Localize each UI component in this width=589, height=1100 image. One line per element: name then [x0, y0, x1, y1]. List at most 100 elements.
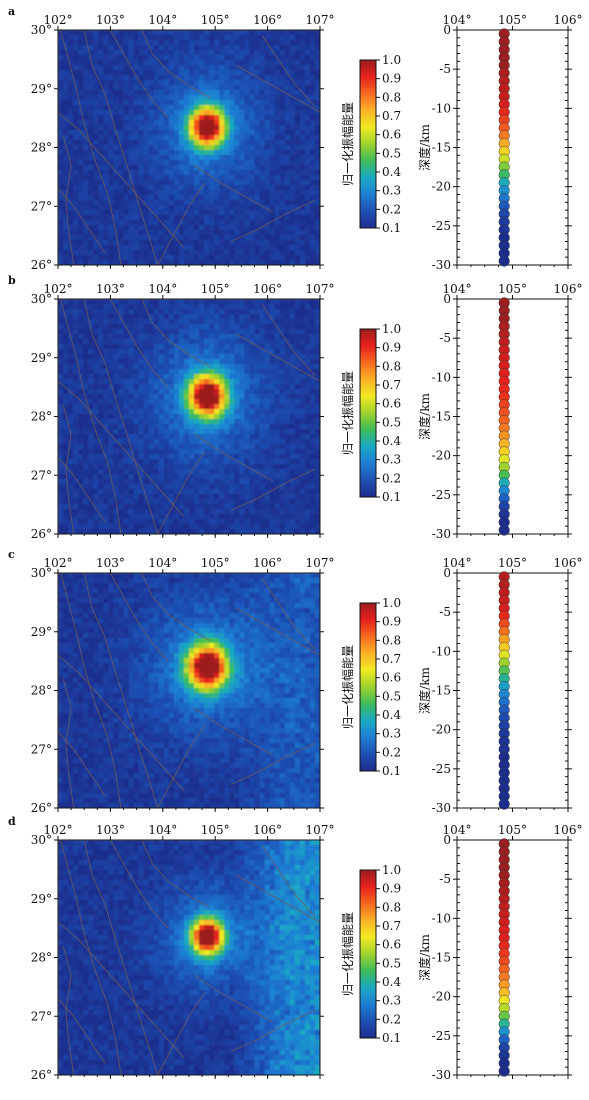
depth-x-tick-label: 104° — [443, 13, 472, 27]
depth-x-tick-label: 104° — [443, 282, 472, 296]
colorbar-tick-label: 0.1 — [382, 221, 401, 235]
depth-frame — [456, 29, 569, 266]
colorbar-tick-label: 0.9 — [382, 882, 401, 896]
colorbar-tick-label: 0.4 — [382, 975, 401, 989]
map-y-tick-label: 29° — [31, 82, 52, 96]
depth-y-tick-label: 0 — [443, 833, 451, 847]
colorbar-tick-label: 1.0 — [382, 596, 401, 610]
colorbar-label: 归一化振幅能量 — [340, 371, 355, 455]
depth-y-tick-label: -20 — [432, 180, 451, 194]
depth-x-tick-label: 105° — [498, 282, 527, 296]
depth-x-tick-label: 104° — [443, 556, 472, 570]
depth-frame — [456, 839, 569, 1076]
depth-y-tick-label: -5 — [439, 331, 451, 345]
fault-line — [157, 725, 206, 808]
depth-y-tick-label: -25 — [432, 488, 451, 502]
fault-line — [235, 607, 320, 656]
depth-axis-label: 深度/km — [417, 934, 432, 981]
colorbar: 1.0 0.9 0.8 0.7 0.6 0.5 0.4 0.3 0.2 0.1 归一化振幅能量 — [340, 863, 401, 1045]
colorbar: 1.0 0.9 0.8 0.7 0.6 0.5 0.4 0.3 0.2 0.1 归一化振幅能量 — [340, 322, 401, 504]
colorbar-tick-label: 0.3 — [382, 994, 401, 1008]
energy-map — [58, 30, 320, 265]
map-y-tick-label: 28° — [31, 684, 52, 698]
depth-y-tick-label: 0 — [443, 23, 451, 37]
colorbar-tick-label: 0.6 — [382, 128, 401, 142]
colorbar-tick-label: 0.7 — [382, 652, 401, 666]
fault-line — [157, 451, 206, 534]
colorbar-tick-label: 0.8 — [382, 90, 401, 104]
fault-line — [193, 433, 274, 482]
depth-x-tick-label: 104° — [443, 823, 472, 837]
colorbar-label: 归一化振幅能量 — [340, 645, 355, 729]
map-x-tick-label: 104° — [148, 13, 177, 27]
colorbar-tick-label: 0.4 — [382, 434, 401, 448]
depth-point — [498, 524, 510, 536]
map-y-tick-label: 30° — [31, 292, 52, 306]
depth-point — [498, 798, 510, 810]
depth-y-tick-label: -20 — [432, 723, 451, 737]
colorbar-tick-label: 0.1 — [382, 764, 401, 778]
fault-line — [83, 573, 159, 808]
energy-map — [58, 299, 320, 534]
depth-x-tick-label: 105° — [498, 823, 527, 837]
fault-line — [193, 164, 274, 213]
depth-y-tick-label: -15 — [432, 410, 451, 424]
map-y-tick-label: 26° — [31, 801, 52, 815]
map-x-tick-label: 102° — [44, 823, 73, 837]
fault-line — [262, 35, 316, 107]
depth-y-tick-label: 0 — [443, 566, 451, 580]
map-y-tick-label: 28° — [31, 410, 52, 424]
panel-label: d — [8, 815, 16, 828]
panel-label: c — [8, 548, 15, 561]
fault-line — [62, 404, 75, 534]
colorbar-tick-label: 0.8 — [382, 359, 401, 373]
map-y-tick-label: 30° — [31, 833, 52, 847]
depth-x-tick-label: 105° — [498, 556, 527, 570]
colorbar-tick-label: 0.5 — [382, 956, 401, 970]
panel-label: a — [8, 5, 15, 18]
map-x-tick-label: 106° — [253, 823, 282, 837]
fault-line — [58, 380, 185, 517]
map-x-tick-label: 102° — [44, 13, 73, 27]
map-y-tick-label: 28° — [31, 951, 52, 965]
colorbar-tick-label: 0.2 — [382, 745, 401, 759]
fault-line — [58, 731, 106, 797]
energy-map — [58, 840, 320, 1075]
panel-b: b 102° 103° 104° 105° 106° 107° 30° 29° 28° 27° 26°… — [8, 274, 582, 541]
fault-lines — [58, 299, 320, 534]
fault-line — [83, 299, 159, 534]
depth-x-tick-label: 106° — [554, 13, 583, 27]
fault-line — [262, 845, 316, 917]
fault-line — [235, 333, 320, 382]
map-y-tick-label: 27° — [31, 1009, 52, 1023]
colorbar-tick-label: 0.3 — [382, 184, 401, 198]
depth-x-tick-label: 106° — [554, 823, 583, 837]
map-y-tick-label: 27° — [31, 199, 52, 213]
fault-line — [230, 199, 315, 242]
colorbar-tick-label: 0.7 — [382, 378, 401, 392]
map-y-tick-label: 30° — [31, 566, 52, 580]
depth-y-tick-label: -5 — [439, 605, 451, 619]
map-x-tick-label: 105° — [201, 282, 230, 296]
colorbar-tick-label: 0.2 — [382, 471, 401, 485]
depth-y-tick-label: -30 — [432, 1068, 451, 1082]
map-x-tick-label: 102° — [44, 556, 73, 570]
fault-line — [83, 30, 159, 265]
depth-axis-label: 深度/km — [417, 124, 432, 171]
colorbar-tick-label: 0.1 — [382, 490, 401, 504]
depth-y-tick-label: 0 — [443, 292, 451, 306]
depth-y-tick-label: -15 — [432, 141, 451, 155]
colorbar-tick-label: 0.2 — [382, 1012, 401, 1026]
fault-lines — [58, 840, 320, 1075]
depth-axis-label: 深度/km — [417, 667, 432, 714]
map-x-tick-label: 107° — [306, 823, 335, 837]
map-y-tick-label: 26° — [31, 527, 52, 541]
map-x-tick-label: 104° — [148, 556, 177, 570]
depth-y-tick-label: -30 — [432, 527, 451, 541]
map-x-tick-label: 103° — [96, 556, 125, 570]
map-x-tick-label: 106° — [253, 282, 282, 296]
colorbar-tick-label: 0.8 — [382, 900, 401, 914]
depth-profile: 104° 105° 106° 0 -5 -10 -15 -20 -25 -30 深度/km — [417, 556, 582, 815]
colorbar-scale — [359, 869, 377, 1039]
